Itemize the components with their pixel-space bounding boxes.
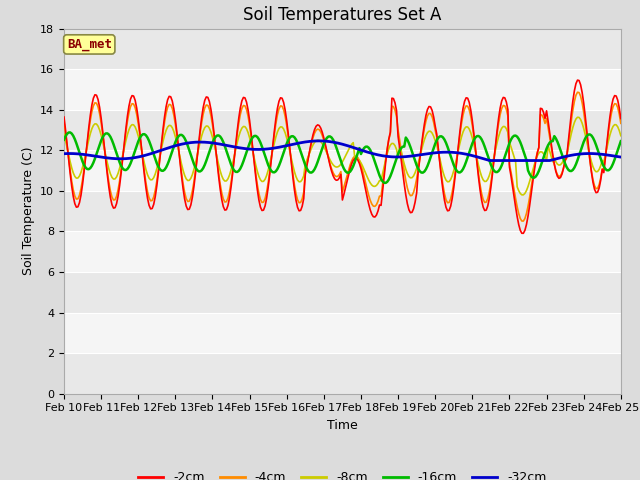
- Bar: [64, 69, 621, 110]
- Bar: [64, 110, 621, 150]
- Bar: [64, 29, 621, 69]
- Bar: [64, 231, 621, 272]
- Bar: [64, 150, 621, 191]
- Legend: -2cm, -4cm, -8cm, -16cm, -32cm: -2cm, -4cm, -8cm, -16cm, -32cm: [133, 467, 552, 480]
- Bar: [64, 272, 621, 312]
- Text: BA_met: BA_met: [67, 38, 112, 51]
- Bar: [64, 312, 621, 353]
- Bar: [64, 353, 621, 394]
- Y-axis label: Soil Temperature (C): Soil Temperature (C): [22, 147, 35, 276]
- X-axis label: Time: Time: [327, 419, 358, 432]
- Title: Soil Temperatures Set A: Soil Temperatures Set A: [243, 6, 442, 24]
- Bar: [64, 191, 621, 231]
